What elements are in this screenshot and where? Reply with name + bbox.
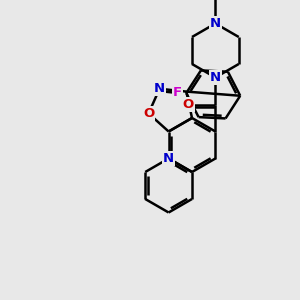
Text: N: N [210,17,221,30]
Text: N: N [154,82,165,95]
Text: N: N [163,152,174,165]
Text: F: F [173,86,182,99]
Text: O: O [183,98,194,111]
Text: O: O [143,107,154,120]
Text: N: N [210,71,221,84]
